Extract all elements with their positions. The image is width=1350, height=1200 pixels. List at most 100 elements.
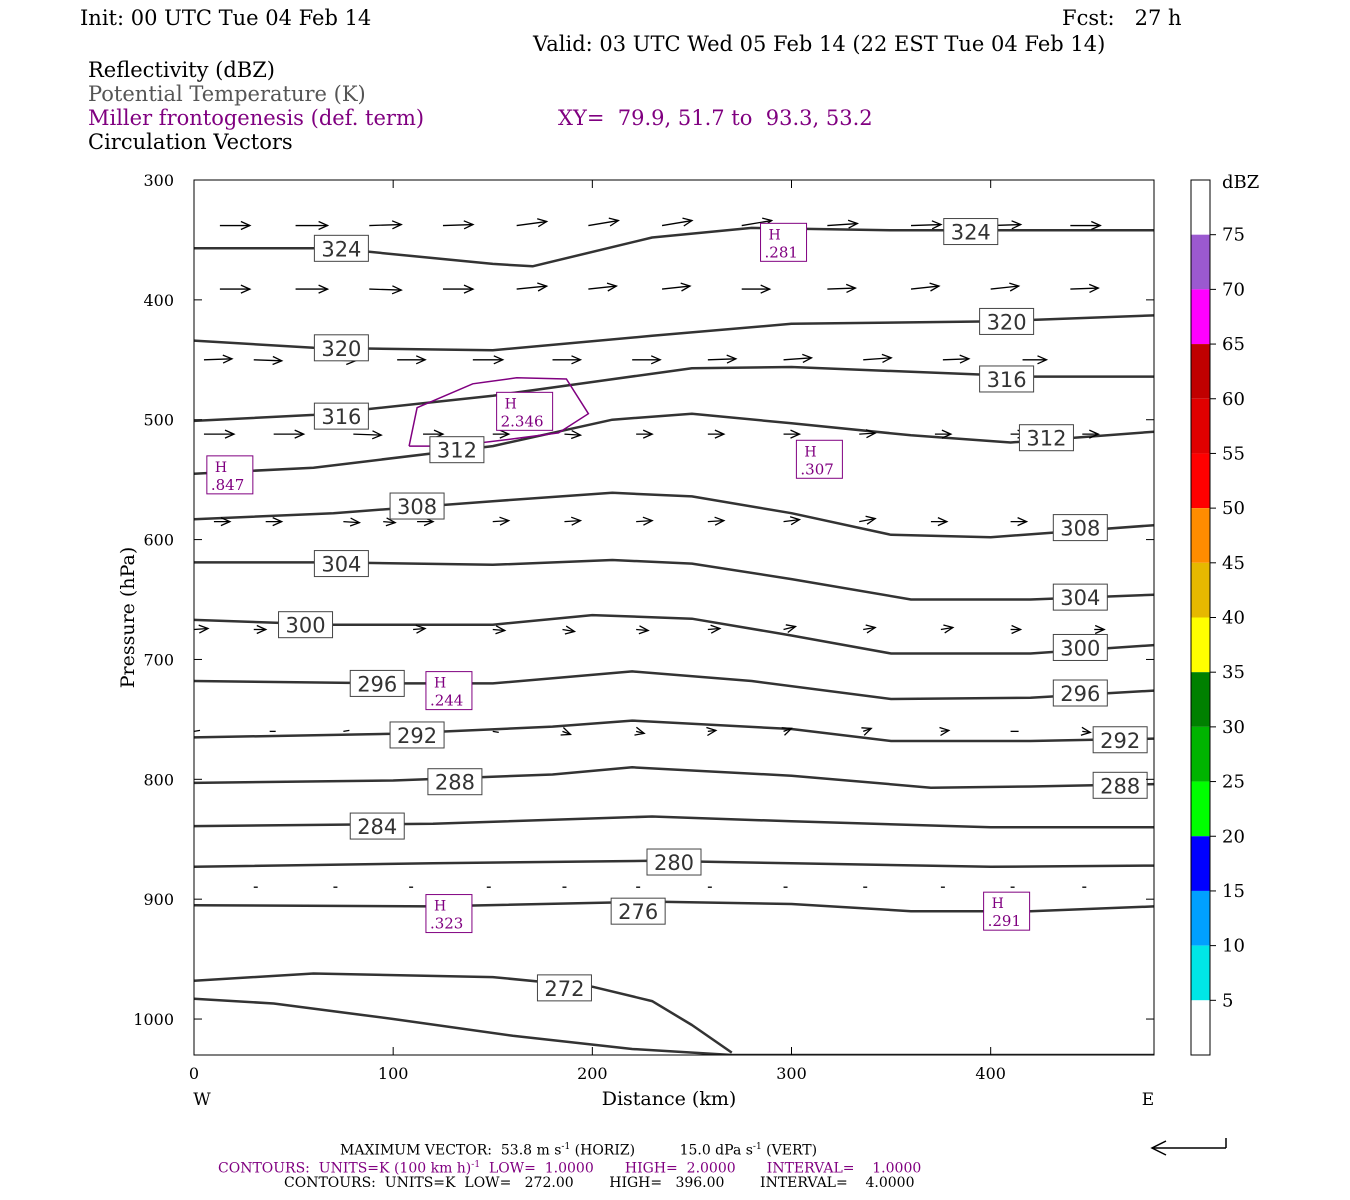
- circulation-vector: [827, 283, 858, 293]
- vector-shaft: [343, 520, 360, 524]
- circulation-vector: [413, 624, 427, 634]
- circulation-vector: [1070, 220, 1102, 231]
- circulation-vector: [295, 220, 330, 231]
- theta-label-300: 300: [278, 611, 334, 639]
- vector-head: [939, 726, 951, 737]
- y-tick-label: 700: [143, 650, 174, 669]
- vector-shaft: [910, 223, 942, 227]
- vector-head: [865, 429, 877, 439]
- theta-label-text: 272: [544, 977, 584, 1001]
- circulation-vector: [1070, 283, 1100, 293]
- vector-head: [493, 355, 505, 365]
- colorbar-segment-35: [1191, 672, 1210, 727]
- miller-high-box: [983, 891, 1031, 931]
- circulation-vector: [253, 355, 284, 366]
- field-circulation-vectors: Circulation Vectors: [88, 130, 293, 154]
- theta-label-box: [427, 768, 483, 796]
- circulation-vector: [741, 284, 772, 294]
- circulation-vector: [492, 516, 511, 526]
- vector-head: [650, 355, 662, 365]
- circulation-vector: [369, 285, 403, 295]
- circulation-vector: [863, 353, 893, 363]
- vector-head: [1080, 726, 1092, 736]
- theta-label-text: 304: [1060, 586, 1100, 610]
- theta-label-box: [313, 234, 369, 262]
- valid-time: Valid: 03 UTC Wed 05 Feb 14 (22 EST Tue …: [533, 32, 1106, 56]
- colorbar-label: 75: [1222, 225, 1245, 246]
- theta-label-box: [1052, 633, 1108, 661]
- forecast-hour: Fcst: 27 h: [1062, 6, 1182, 30]
- field-reflectivity: Reflectivity (dBZ): [88, 58, 276, 82]
- vector-head: [847, 219, 860, 229]
- vector-head: [415, 624, 427, 634]
- colorbar-segment-15: [1191, 890, 1210, 946]
- circulation-vector: [636, 516, 654, 526]
- circulation-vector: [552, 355, 583, 365]
- vector-head: [1037, 355, 1049, 365]
- theta-label-box: [943, 218, 999, 246]
- circulation-vector: [939, 726, 951, 737]
- circulation-vector: [1022, 355, 1049, 365]
- x-axis-label: Distance (km): [602, 1088, 737, 1110]
- circulation-vector: [397, 355, 427, 365]
- x-tick-label: 0: [189, 1064, 199, 1083]
- vector-head: [391, 285, 403, 295]
- vector-head: [865, 515, 877, 525]
- circulation-vector: [492, 730, 499, 734]
- theta-label-text: 292: [397, 724, 437, 748]
- miller-high-box: [496, 391, 554, 431]
- field-potential-temperature: Potential Temperature (K): [88, 82, 366, 106]
- vector-shaft: [910, 285, 940, 290]
- vector-head: [463, 220, 475, 230]
- theta-label-300: 300: [1052, 633, 1108, 661]
- colorbar-segment-50: [1191, 508, 1210, 563]
- vector-head: [415, 355, 427, 365]
- miller-high-value: .323: [430, 915, 463, 933]
- vector-shaft: [564, 433, 581, 436]
- theta-label-324: 324: [313, 234, 369, 262]
- vector-shaft: [827, 287, 856, 290]
- circulation-vector: [940, 624, 955, 634]
- vector-head: [881, 353, 893, 363]
- circulation-vector: [353, 430, 383, 440]
- circulation-vector: [472, 355, 505, 365]
- x-tick-label: 300: [776, 1064, 807, 1083]
- circulation-vector: [910, 220, 943, 230]
- reference-vector: [1150, 1138, 1227, 1156]
- vector-head: [781, 727, 793, 736]
- theta-label-text: 304: [321, 553, 361, 577]
- colorbar-label: 40: [1222, 608, 1245, 629]
- vector-head: [537, 282, 549, 292]
- theta-label-text: 320: [987, 310, 1027, 334]
- theta-label-box: [1052, 679, 1108, 707]
- reflectivity-area: [689, 310, 943, 448]
- vector-shaft: [783, 625, 796, 631]
- theta-label-box: [1092, 771, 1148, 799]
- vector-head: [929, 282, 941, 292]
- vector-shaft: [636, 628, 649, 632]
- circulation-vector: [442, 284, 475, 294]
- colorbar-label: 30: [1222, 717, 1245, 738]
- theta-label-box: [979, 365, 1035, 393]
- theta-label-320: 320: [313, 334, 369, 362]
- vector-shaft: [707, 358, 736, 361]
- vector-head: [1089, 429, 1100, 439]
- circulation-vector: [383, 517, 397, 527]
- theta-label-box: [1052, 514, 1108, 542]
- circulation-vector: [783, 353, 814, 363]
- miller-high-marker: H.323: [425, 894, 473, 934]
- theta-label-box: [979, 307, 1035, 335]
- theta-label-box: [1052, 583, 1108, 611]
- vector-head: [682, 217, 694, 227]
- colorbar-label: 15: [1222, 881, 1245, 902]
- colorbar-segment-65: [1191, 344, 1210, 399]
- colorbar-label: 10: [1222, 936, 1245, 957]
- colorbar-label: 70: [1222, 279, 1245, 300]
- vector-shaft: [194, 729, 201, 733]
- vector-shaft: [661, 219, 693, 227]
- vector-head: [726, 354, 738, 364]
- vector-head: [1094, 624, 1106, 635]
- vector-shaft: [588, 285, 617, 290]
- vector-shaft: [1070, 287, 1099, 290]
